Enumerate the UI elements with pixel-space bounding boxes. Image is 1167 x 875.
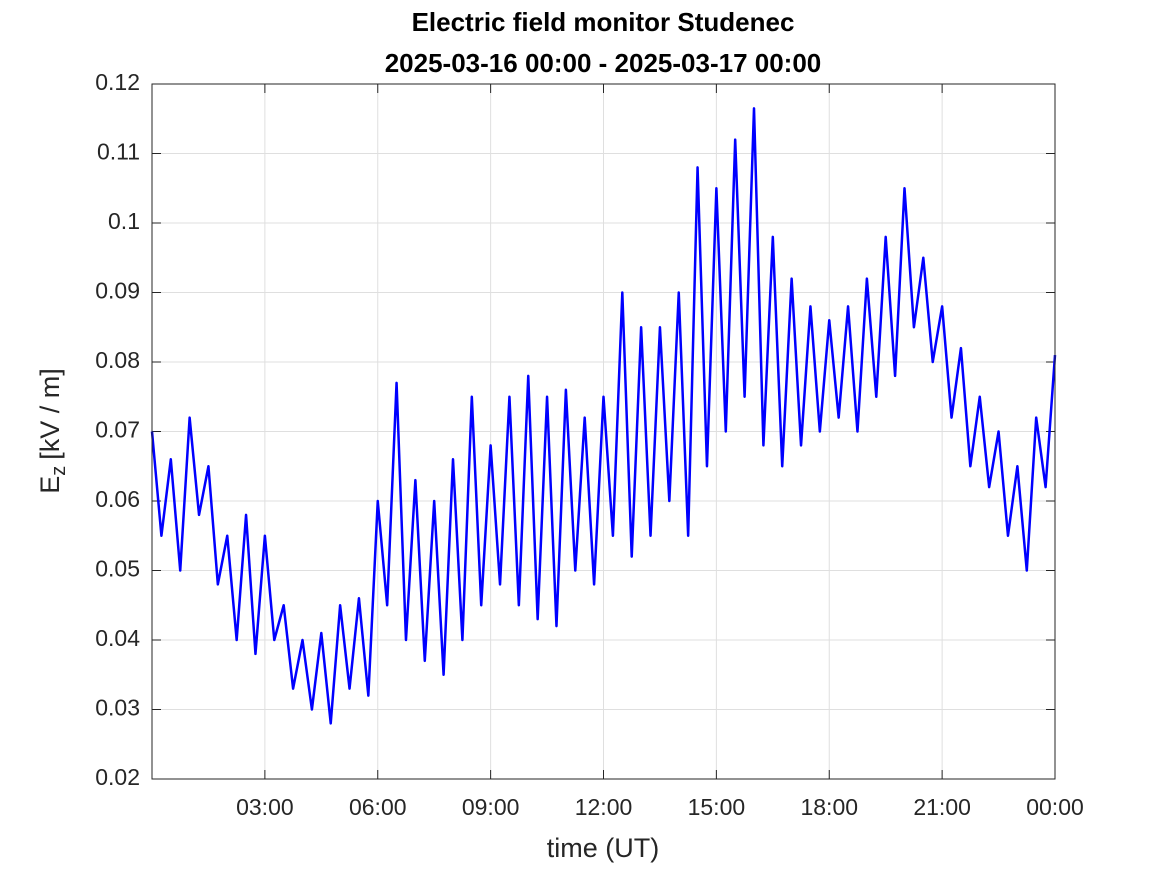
y-tick-label: 0.02: [95, 764, 140, 790]
x-axis-label: time (UT): [547, 833, 659, 863]
chart-title: Electric field monitor Studenec: [412, 7, 795, 37]
y-label-base: E: [35, 476, 65, 494]
x-tick-label: 21:00: [913, 794, 971, 820]
x-tick-label: 09:00: [462, 794, 520, 820]
y-tick-label: 0.06: [95, 486, 140, 512]
x-tick-label: 12:00: [575, 794, 633, 820]
y-tick-label: 0.04: [95, 625, 140, 651]
x-tick-label: 18:00: [800, 794, 858, 820]
y-axis-label: Ez [kV / m]: [35, 368, 70, 494]
y-label-unit: [kV / m]: [35, 368, 65, 460]
x-tick-label: 03:00: [236, 794, 294, 820]
axes-box: [151, 83, 1056, 780]
x-tick-label: 06:00: [349, 794, 407, 820]
data-line: [150, 107, 1057, 725]
x-tick-label: 00:00: [1026, 794, 1084, 820]
y-tick-label: 0.03: [95, 695, 140, 721]
y-tick-label: 0.12: [95, 69, 140, 95]
y-label-subscript: z: [48, 466, 70, 476]
x-tick-label: 15:00: [688, 794, 746, 820]
y-tick-label: 0.09: [95, 278, 140, 304]
y-tick-label: 0.11: [97, 139, 140, 165]
y-tick-label: 0.08: [95, 347, 140, 373]
y-tick-label: 0.05: [95, 556, 140, 582]
y-tick-label: 0.1: [108, 208, 140, 234]
chart-subtitle: 2025-03-16 00:00 - 2025-03-17 00:00: [385, 48, 822, 78]
y-tick-label: 0.07: [95, 417, 140, 443]
